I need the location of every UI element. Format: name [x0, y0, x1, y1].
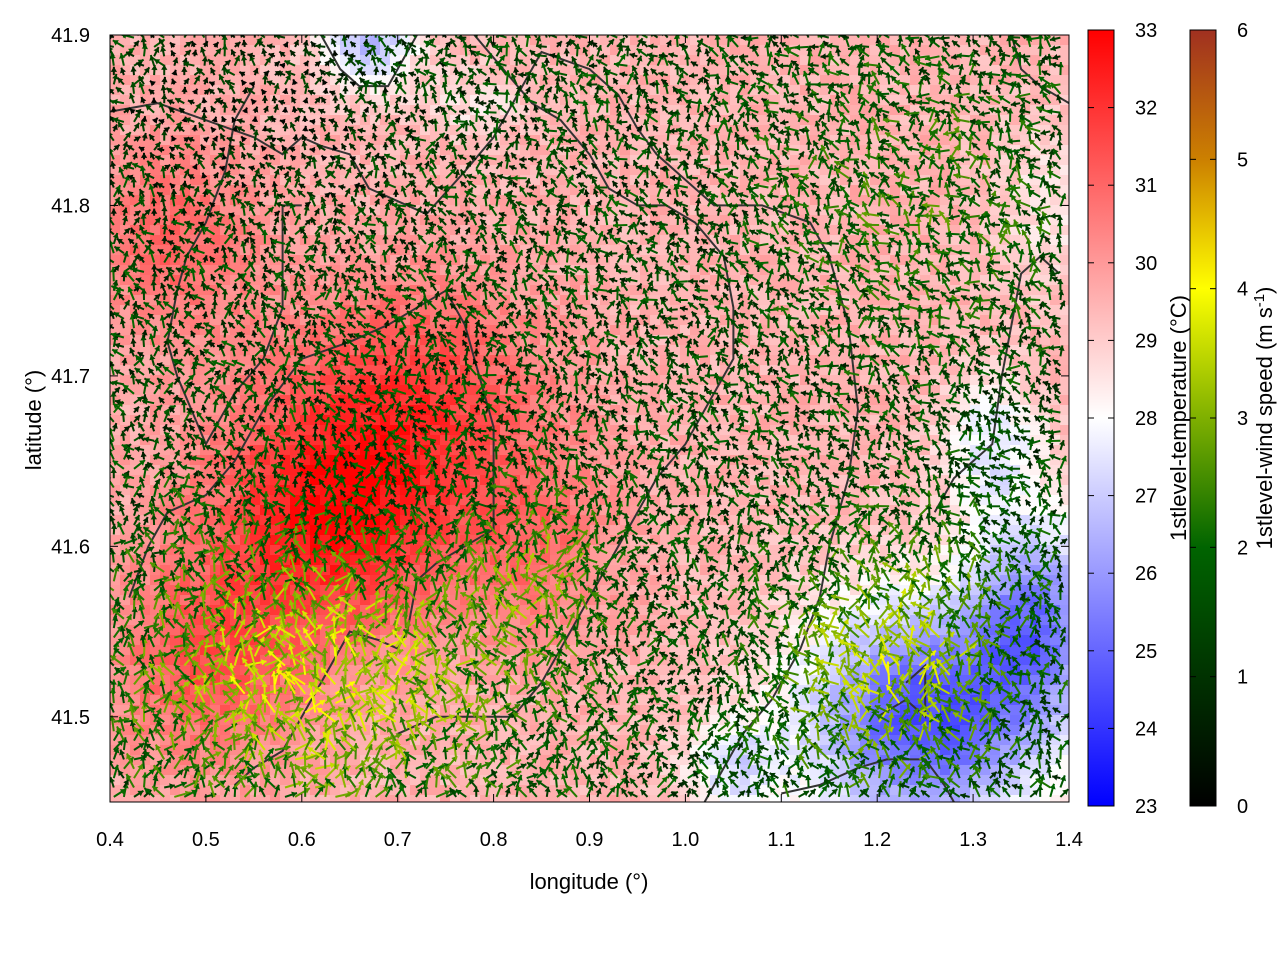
heat-cell [320, 615, 331, 626]
heat-cell [150, 285, 161, 296]
heat-cell [120, 415, 131, 426]
heat-cell [130, 335, 141, 346]
heat-cell [190, 445, 201, 456]
heat-cell [370, 315, 381, 326]
heat-cell [120, 795, 131, 806]
heat-cell [170, 625, 181, 636]
heat-cell [120, 325, 131, 336]
heat-cell [150, 205, 161, 216]
heat-cell [370, 575, 381, 586]
heat-cell [240, 245, 251, 256]
heat-cell [280, 775, 291, 786]
heat-cell [250, 345, 261, 356]
heat-cell [320, 295, 331, 306]
heat-cell [170, 85, 181, 96]
heat-cell [220, 425, 231, 436]
heat-cell [160, 455, 171, 466]
heat-cell [120, 95, 131, 106]
heat-cell [210, 225, 221, 236]
heat-cell [110, 585, 121, 596]
heat-cell [190, 55, 201, 66]
heat-cell [160, 555, 171, 566]
heat-cell [280, 465, 291, 476]
heat-cell [180, 365, 191, 376]
heat-cell [150, 515, 161, 526]
heat-cell [370, 255, 381, 266]
heat-cell [300, 165, 311, 176]
heat-cell [260, 205, 271, 216]
heat-cell [150, 795, 161, 806]
heat-cell [330, 565, 341, 576]
heat-cell [180, 665, 191, 676]
heat-cell [120, 435, 131, 446]
heat-cell [350, 775, 361, 786]
heat-cell [140, 285, 151, 296]
heat-cell [140, 715, 151, 726]
heat-cell [110, 225, 121, 236]
heat-cell [210, 495, 221, 506]
heat-cell [200, 165, 211, 176]
heat-cell [350, 665, 361, 676]
heat-cell [210, 235, 221, 246]
heat-cell [300, 385, 311, 396]
heat-cell [120, 85, 131, 96]
heat-cell [290, 245, 301, 256]
heat-cell [200, 245, 211, 256]
heat-cell [140, 265, 151, 276]
heat-cell [110, 205, 121, 216]
heat-cell [270, 615, 281, 626]
heat-cell [150, 195, 161, 206]
heat-cell [340, 155, 351, 166]
heat-cell [160, 795, 171, 806]
heat-cell [380, 55, 391, 66]
heat-cell [210, 315, 221, 326]
heat-cell [370, 795, 381, 806]
heat-cell [160, 775, 171, 786]
heat-cell [120, 555, 131, 566]
heat-cell [190, 535, 201, 546]
heat-cell [230, 155, 241, 166]
heat-cell [280, 695, 291, 706]
heat-cell [180, 325, 191, 336]
heat-cell [160, 155, 171, 166]
heat-cell [250, 305, 261, 316]
heat-cell [210, 685, 221, 696]
heat-cell [130, 385, 141, 396]
heat-cell [260, 595, 271, 606]
heat-cell [150, 395, 161, 406]
